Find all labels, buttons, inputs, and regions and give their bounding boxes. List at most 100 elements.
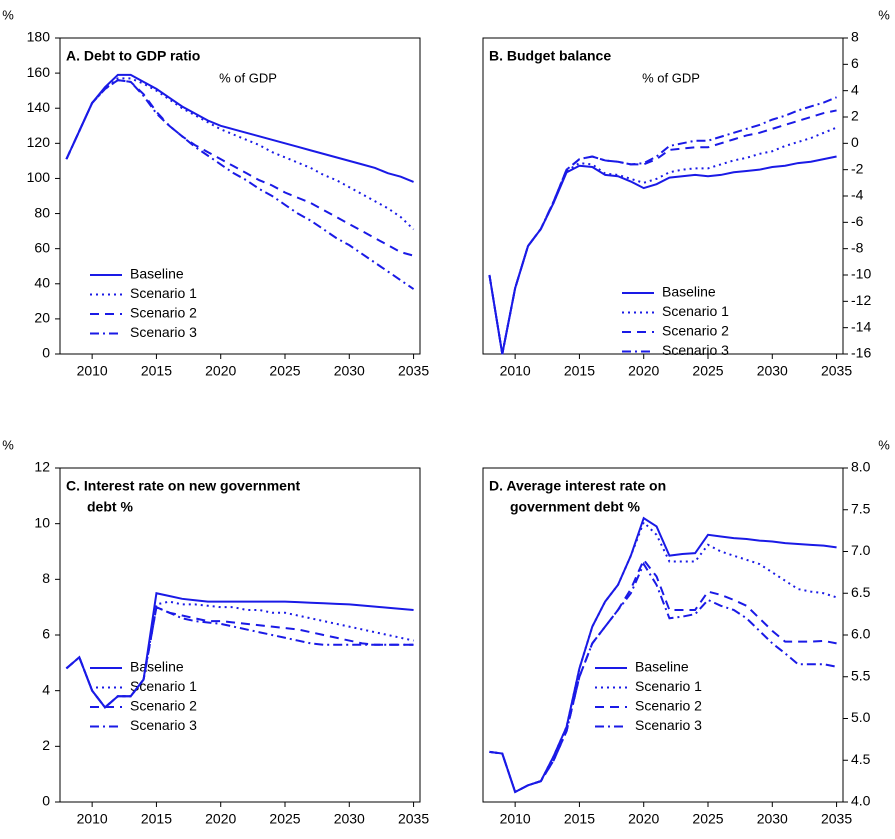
- y-tick-label: 8: [851, 29, 859, 45]
- y-axis-unit: %: [878, 437, 890, 452]
- y-tick-label: 120: [27, 134, 51, 150]
- legend-label: Baseline: [662, 284, 716, 300]
- x-tick-label: 2020: [628, 363, 659, 379]
- x-tick-label: 2030: [757, 811, 788, 827]
- y-tick-label: 140: [27, 99, 51, 115]
- x-tick-label: 2025: [269, 363, 300, 379]
- y-tick-label: 160: [27, 64, 51, 80]
- y-tick-label: 4.5: [851, 751, 871, 767]
- y-tick-label: 40: [34, 274, 50, 290]
- y-tick-label: 7.5: [851, 500, 871, 516]
- y-tick-label: -12: [851, 292, 871, 308]
- series-line: [489, 520, 837, 794]
- y-tick-label: 6: [851, 55, 859, 71]
- y-axis-unit: %: [2, 437, 14, 452]
- y-tick-label: 6: [42, 626, 50, 642]
- plot-frame: [59, 37, 421, 355]
- panel-subtitle: % of GDP: [642, 70, 700, 85]
- series-line: [65, 605, 414, 709]
- y-tick-label: -2: [851, 160, 864, 176]
- x-tick-label: 2035: [398, 811, 429, 827]
- series-line: [488, 96, 837, 355]
- y-tick-label: 6.5: [851, 584, 871, 600]
- y-tick-label: 80: [34, 204, 50, 220]
- y-axis-unit: %: [878, 7, 890, 22]
- x-tick-label: 2035: [821, 363, 852, 379]
- panel-title: B. Budget balance: [489, 48, 611, 64]
- x-tick-label: 2015: [141, 363, 172, 379]
- y-tick-label: -8: [851, 239, 864, 255]
- y-tick-label: -10: [851, 266, 871, 282]
- y-tick-label: -14: [851, 318, 871, 334]
- y-tick-label: 60: [34, 239, 50, 255]
- x-tick-label: 2025: [269, 811, 300, 827]
- legend-label: Scenario 3: [662, 342, 729, 358]
- y-tick-label: 180: [27, 29, 51, 45]
- x-tick-label: 2015: [564, 811, 595, 827]
- series-line: [489, 516, 837, 794]
- series-line: [65, 73, 414, 183]
- x-tick-label: 2025: [692, 811, 723, 827]
- series-line: [65, 592, 414, 709]
- y-tick-label: 100: [27, 169, 51, 185]
- legend-label: Scenario 1: [130, 678, 197, 694]
- y-tick-label: 6.0: [851, 626, 871, 642]
- y-tick-label: 2: [851, 108, 859, 124]
- x-tick-label: 2025: [692, 363, 723, 379]
- panel-title: debt %: [87, 499, 133, 515]
- plot-frame: [482, 467, 844, 803]
- y-tick-label: 7.0: [851, 542, 871, 558]
- plot-frame: [59, 467, 421, 803]
- y-tick-label: 20: [34, 310, 50, 326]
- legend-label: Scenario 2: [130, 305, 197, 321]
- x-tick-label: 2015: [141, 811, 172, 827]
- legend-label: Scenario 3: [130, 324, 197, 340]
- panel-title: D. Average interest rate on: [489, 478, 666, 494]
- y-tick-label: 4.0: [851, 793, 871, 809]
- series-line: [489, 557, 837, 794]
- legend-label: Baseline: [130, 659, 184, 675]
- panel-title: A. Debt to GDP ratio: [66, 48, 200, 64]
- y-tick-label: 12: [34, 459, 50, 475]
- series-line: [489, 561, 837, 794]
- y-tick-label: 4: [42, 681, 50, 697]
- legend-label: Scenario 1: [130, 285, 197, 301]
- y-tick-label: -6: [851, 213, 864, 229]
- legend-label: Scenario 2: [662, 323, 729, 339]
- legend-label: Scenario 1: [635, 678, 702, 694]
- x-tick-label: 2015: [564, 363, 595, 379]
- x-tick-label: 2010: [500, 811, 531, 827]
- x-tick-label: 2035: [821, 811, 852, 827]
- series-line: [65, 79, 415, 290]
- y-axis-unit: %: [2, 7, 14, 22]
- series-line: [65, 605, 414, 709]
- x-tick-label: 2030: [334, 811, 365, 827]
- x-tick-label: 2020: [628, 811, 659, 827]
- y-tick-label: 8.0: [851, 459, 871, 475]
- y-tick-label: 0: [42, 793, 50, 809]
- panel-title: government debt %: [510, 499, 640, 515]
- series-line: [65, 77, 415, 231]
- legend-label: Scenario 3: [635, 717, 702, 733]
- x-tick-label: 2030: [334, 363, 365, 379]
- y-tick-label: 0: [42, 345, 50, 361]
- series-line: [488, 126, 837, 355]
- y-tick-label: 8: [42, 570, 50, 586]
- panel-title: C. Interest rate on new government: [66, 478, 300, 494]
- legend-label: Scenario 2: [635, 698, 702, 714]
- series-line: [65, 79, 414, 257]
- y-tick-label: 0: [851, 134, 859, 150]
- legend-label: Scenario 2: [130, 698, 197, 714]
- x-tick-label: 2035: [398, 363, 429, 379]
- legend-label: Scenario 1: [662, 303, 729, 319]
- panel-subtitle: % of GDP: [219, 70, 277, 85]
- y-tick-label: -16: [851, 345, 871, 361]
- y-tick-label: -4: [851, 187, 864, 203]
- series-line: [488, 109, 837, 355]
- x-tick-label: 2010: [500, 363, 531, 379]
- series-line: [65, 600, 414, 709]
- legend-label: Scenario 3: [130, 717, 197, 733]
- legend-label: Baseline: [130, 266, 184, 282]
- y-tick-label: 10: [34, 514, 50, 530]
